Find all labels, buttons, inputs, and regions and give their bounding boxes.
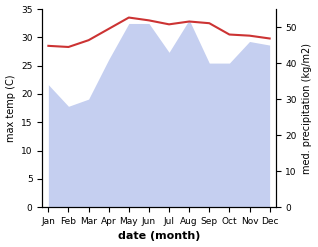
Y-axis label: med. precipitation (kg/m2): med. precipitation (kg/m2) xyxy=(302,43,313,174)
X-axis label: date (month): date (month) xyxy=(118,231,200,242)
Y-axis label: max temp (C): max temp (C) xyxy=(5,74,16,142)
